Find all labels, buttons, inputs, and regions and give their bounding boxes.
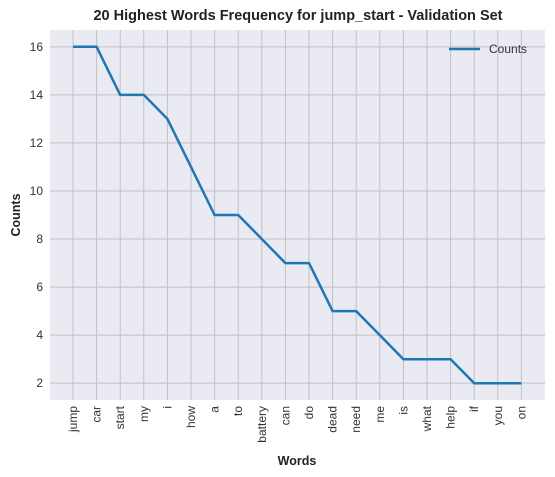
x-tick-label: i [160, 406, 174, 409]
grid [50, 30, 545, 400]
plot-area [50, 30, 545, 400]
x-tick-label: jump [66, 406, 80, 433]
series-line-counts [73, 45, 522, 385]
y-tick-label: 4 [36, 328, 43, 342]
x-tick-label: is [396, 406, 410, 415]
y-axis-label: Counts [9, 193, 23, 236]
y-tick-label: 8 [36, 232, 43, 246]
x-tick-label: battery [255, 406, 269, 443]
x-axis-ticks: jump car start my i how a to battery can do dead nee… [66, 405, 528, 442]
x-tick-label: me [373, 406, 387, 423]
y-tick-label: 14 [30, 88, 44, 102]
x-tick-label: car [90, 406, 104, 423]
x-tick-label: to [231, 406, 245, 416]
y-tick-label: 10 [30, 184, 44, 198]
y-tick-label: 2 [36, 376, 43, 390]
y-axis-ticks: 2 4 6 8 10 12 14 16 [30, 40, 44, 390]
x-tick-label: if [467, 405, 481, 412]
x-tick-label: my [137, 406, 151, 422]
legend: Counts [449, 42, 527, 56]
x-tick-label: can [278, 406, 292, 425]
x-axis-label: Words [278, 454, 317, 468]
x-tick-label: on [514, 406, 528, 419]
x-tick-label: a [208, 406, 222, 413]
y-tick-label: 16 [30, 40, 44, 54]
x-tick-label: help [444, 406, 458, 429]
x-tick-label: do [302, 406, 316, 420]
chart-title: 20 Highest Words Frequency for jump_star… [93, 8, 502, 24]
x-tick-label: dead [326, 406, 340, 433]
x-tick-label: what [420, 405, 434, 432]
legend-label-counts: Counts [489, 42, 527, 56]
y-tick-label: 6 [36, 280, 43, 294]
y-tick-label: 12 [30, 136, 44, 150]
x-tick-label: need [349, 406, 363, 433]
x-tick-label: you [491, 406, 505, 425]
x-tick-label: start [113, 405, 127, 429]
x-tick-label: how [184, 406, 198, 428]
